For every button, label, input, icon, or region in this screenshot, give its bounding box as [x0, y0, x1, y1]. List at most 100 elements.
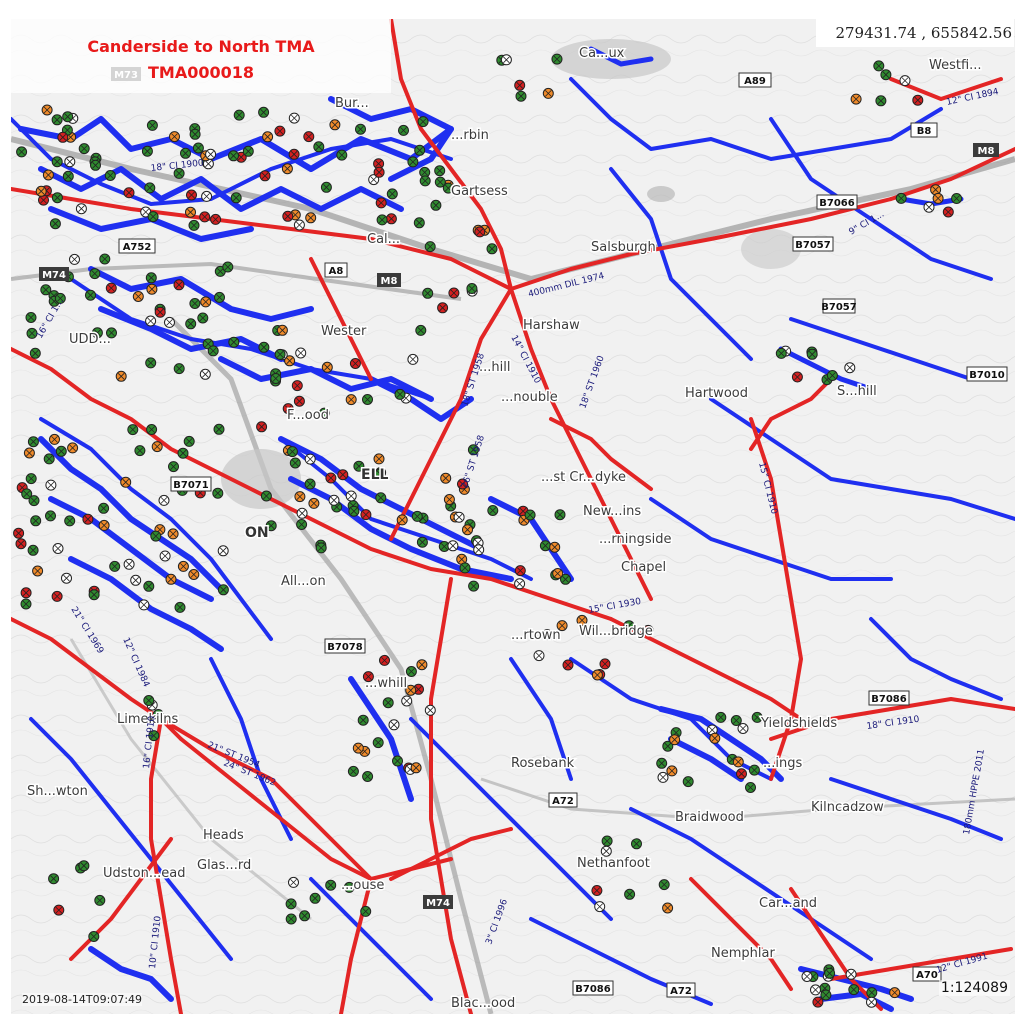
trunk-main[interactable] [159, 717, 373, 881]
place-label: Salsburgh [591, 240, 656, 255]
svg-text:A72: A72 [552, 796, 574, 807]
node-cross-icon [365, 673, 372, 680]
node-cross-icon [216, 294, 223, 301]
node-cross-icon [822, 991, 830, 999]
trunk-main[interactable] [749, 417, 803, 781]
node-cross-icon [442, 474, 449, 482]
node-cross-icon [287, 915, 295, 923]
grey-road [169, 317, 494, 1014]
node-cross-icon [155, 711, 162, 718]
trunk-main[interactable] [789, 887, 883, 1011]
place-label: Heads [203, 828, 244, 843]
node-cross-icon [578, 617, 586, 624]
trunk-main[interactable] [749, 377, 833, 451]
node-cross-icon [339, 471, 347, 478]
urban-area [221, 449, 301, 509]
trunk-main[interactable] [689, 877, 793, 991]
node-cross-icon [556, 511, 564, 518]
node-cross-icon [15, 529, 22, 537]
trunk-main[interactable] [389, 827, 513, 881]
distribution-main[interactable] [629, 807, 873, 961]
distribution-main[interactable] [769, 117, 993, 281]
node-cross-icon [136, 447, 144, 454]
place-label: Wil...bridge [579, 624, 653, 639]
node-cross-icon [291, 114, 298, 122]
node-cross-icon [331, 121, 339, 129]
node-cross-icon [245, 148, 252, 155]
trunk-main[interactable] [609, 617, 803, 721]
distribution-main[interactable] [279, 437, 533, 581]
trunk-main[interactable] [339, 877, 373, 1014]
map-viewport[interactable]: Ca...ux Westfi... Bur... ...rbin Gartses… [11, 19, 1015, 1014]
node-cross-icon [53, 158, 61, 165]
node-cross-icon [171, 133, 178, 140]
road-shield: B7057 [821, 298, 857, 314]
node-cross-icon [932, 186, 939, 193]
node-cross-icon [202, 371, 209, 378]
road-shield: A8 [324, 262, 348, 278]
node-cross-icon [808, 351, 816, 358]
node-cross-icon [389, 190, 396, 198]
node-cross-icon [445, 184, 452, 192]
trunk-main[interactable] [11, 187, 513, 291]
node-cross-icon [814, 998, 822, 1006]
node-cross-icon [66, 158, 74, 165]
road-shield: A89 [738, 72, 772, 88]
trunk-main[interactable] [509, 287, 653, 601]
distribution-main[interactable] [789, 317, 973, 381]
road-shields-layer: A89 M8 B8 B7066 B7057 B7010 B7057 A752 M… [39, 67, 1008, 998]
svg-text:B7071: B7071 [173, 480, 208, 491]
node-cross-icon [191, 300, 199, 307]
place-label: Udston...ead [103, 866, 185, 881]
map-canvas[interactable]: Ca...ux Westfi... Bur... ...rbin Gartses… [11, 19, 1015, 1014]
node-cross-icon [217, 268, 224, 275]
node-cross-icon [132, 577, 139, 584]
svg-text:B8: B8 [917, 126, 932, 137]
trunk-main[interactable] [309, 257, 373, 381]
node-cross-icon [267, 522, 275, 529]
distribution-main[interactable] [829, 777, 1003, 841]
distribution-main[interactable] [209, 657, 293, 841]
node-cross-icon [553, 55, 561, 63]
distribution-main[interactable] [29, 717, 233, 961]
title-panel: Canderside to North TMA TMA000018 [11, 19, 391, 93]
node-cross-icon [877, 97, 885, 105]
node-cross-icon [593, 887, 601, 894]
distribution-main[interactable] [609, 167, 753, 361]
node-cross-icon [66, 517, 73, 525]
place-label: Braidwood [675, 810, 744, 825]
trunk-main[interactable] [429, 577, 473, 1014]
distribution-main[interactable] [509, 657, 573, 781]
node-cross-icon [167, 576, 175, 583]
distribution-main[interactable] [649, 497, 893, 581]
node-cross-icon [51, 436, 58, 443]
node-cross-icon [414, 513, 421, 520]
distribution-main[interactable] [309, 877, 433, 1001]
distribution-main[interactable] [409, 717, 613, 921]
node-cross-icon [441, 543, 448, 550]
trunk-main[interactable] [889, 77, 1003, 101]
node-cross-icon [187, 320, 194, 328]
distribution-main[interactable] [869, 617, 1003, 701]
dense-network-larkhall [88, 676, 414, 1002]
distribution-main[interactable] [39, 417, 273, 641]
node-cross-icon [545, 90, 552, 97]
trunk-main[interactable] [509, 147, 1015, 291]
node-cross-icon [419, 538, 426, 546]
node-cross-icon [324, 364, 331, 371]
node-cross-icon [450, 289, 458, 297]
trunk-main[interactable] [769, 697, 1015, 741]
node-cross-icon [375, 169, 383, 176]
node-cross-icon [71, 256, 78, 263]
trunk-main[interactable] [389, 19, 513, 291]
node-cross-icon [377, 199, 385, 207]
contour-texture [11, 19, 1015, 1014]
node-cross-icon [92, 162, 99, 169]
trunk-main[interactable] [149, 717, 183, 1014]
trunk-main[interactable] [549, 417, 653, 491]
trunk-main[interactable] [829, 947, 1013, 981]
place-label: Sh...wton [27, 784, 88, 799]
distribution-main[interactable] [569, 77, 943, 161]
trunk-main[interactable] [389, 287, 513, 541]
node-cross-icon [201, 213, 208, 221]
